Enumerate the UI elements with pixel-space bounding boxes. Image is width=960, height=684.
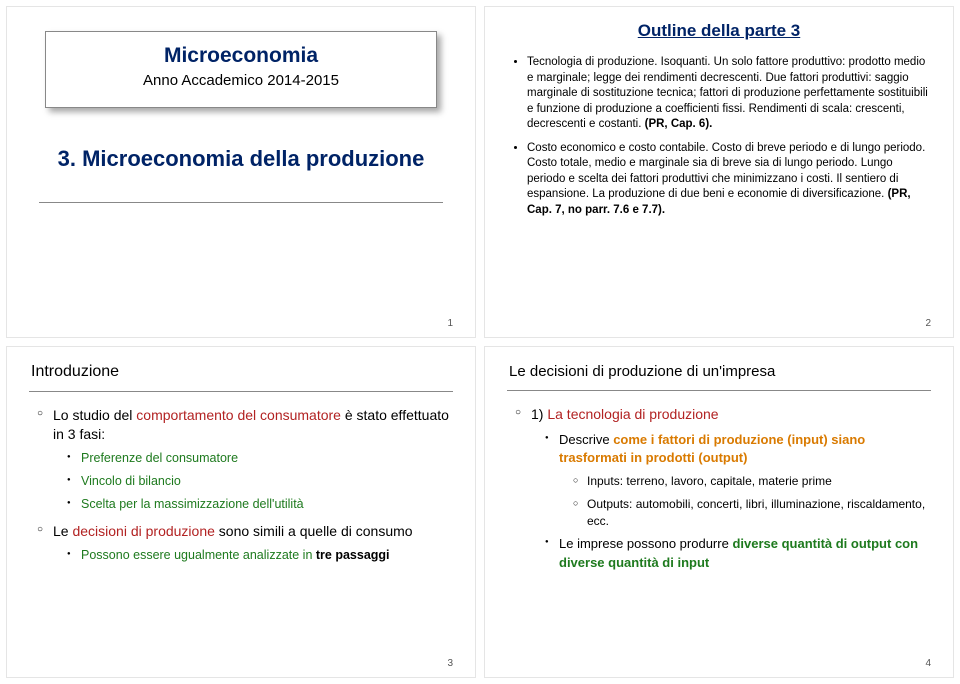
page-number: 2 <box>925 318 931 329</box>
num-label: 1) <box>531 406 543 422</box>
outline-text-2: Costo economico e costo contabile. Costo… <box>527 142 925 201</box>
decisions-sub-1: Descrive come i fattori di produzione (i… <box>545 431 931 530</box>
slide-3: Introduzione Lo studio del comportamento… <box>6 346 476 678</box>
outline-item-1: Tecnologia di produzione. Isoquanti. Un … <box>527 55 931 133</box>
decisions-subsub-2: Outputs: automobili, concerti, libri, il… <box>573 496 931 530</box>
slide-4: Le decisioni di produzione di un'impresa… <box>484 346 954 678</box>
intro-sub-1: Preferenze del consumatore <box>67 450 453 467</box>
divider <box>507 390 931 391</box>
page-number: 3 <box>447 658 453 669</box>
intro-text-1a: Lo studio del <box>53 407 136 423</box>
outline-item-2: Costo economico e costo contabile. Costo… <box>527 141 931 219</box>
intro-list: Lo studio del comportamento del consumat… <box>29 406 453 564</box>
decisions-text-1: La tecnologia di produzione <box>547 406 718 422</box>
page-number: 1 <box>447 318 453 329</box>
intro-text-2b: decisioni di produzione <box>72 523 214 539</box>
outline-text-1: Tecnologia di produzione. Isoquanti. Un … <box>527 56 928 130</box>
outline-body: Tecnologia di produzione. Isoquanti. Un … <box>507 55 931 218</box>
intro-sub-3: Scelta per la massimizzazione dell'utili… <box>67 496 453 513</box>
intro-text-2c: sono simili a quelle di consumo <box>215 523 413 539</box>
course-subtitle: Anno Accademico 2014-2015 <box>60 72 422 89</box>
decisions-sub-2: Le imprese possono produrre diverse quan… <box>545 535 931 571</box>
intro-sub-4: Possono essere ugualmente analizzate in … <box>67 547 453 564</box>
intro-heading: Introduzione <box>31 363 453 381</box>
course-title: Microeconomia <box>60 44 422 68</box>
slide-heading: 3. Microeconomia della produzione <box>29 144 453 174</box>
outline-title: Outline della parte 3 <box>507 21 931 41</box>
intro-text-2a: Le <box>53 523 72 539</box>
decisions-list: 1) La tecnologia di produzione Descrive … <box>507 405 931 572</box>
slide-2: Outline della parte 3 Tecnologia di prod… <box>484 6 954 338</box>
divider <box>39 202 443 203</box>
intro-sub-2: Vincolo di bilancio <box>67 473 453 490</box>
page-number: 4 <box>925 658 931 669</box>
intro-item-2: Le decisioni di produzione sono simili a… <box>37 522 453 564</box>
slide-1: Microeconomia Anno Accademico 2014-2015 … <box>6 6 476 338</box>
divider <box>29 391 453 392</box>
decisions-heading: Le decisioni di produzione di un'impresa <box>509 363 931 380</box>
outline-ref-1: (PR, Cap. 6). <box>645 118 713 130</box>
intro-item-1: Lo studio del comportamento del consumat… <box>37 406 453 512</box>
title-box: Microeconomia Anno Accademico 2014-2015 <box>45 31 437 108</box>
decisions-item-1: 1) La tecnologia di produzione Descrive … <box>515 405 931 572</box>
intro-text-1b: comportamento del consumatore <box>136 407 341 423</box>
decisions-subsub-1: Inputs: terreno, lavoro, capitale, mater… <box>573 473 931 490</box>
